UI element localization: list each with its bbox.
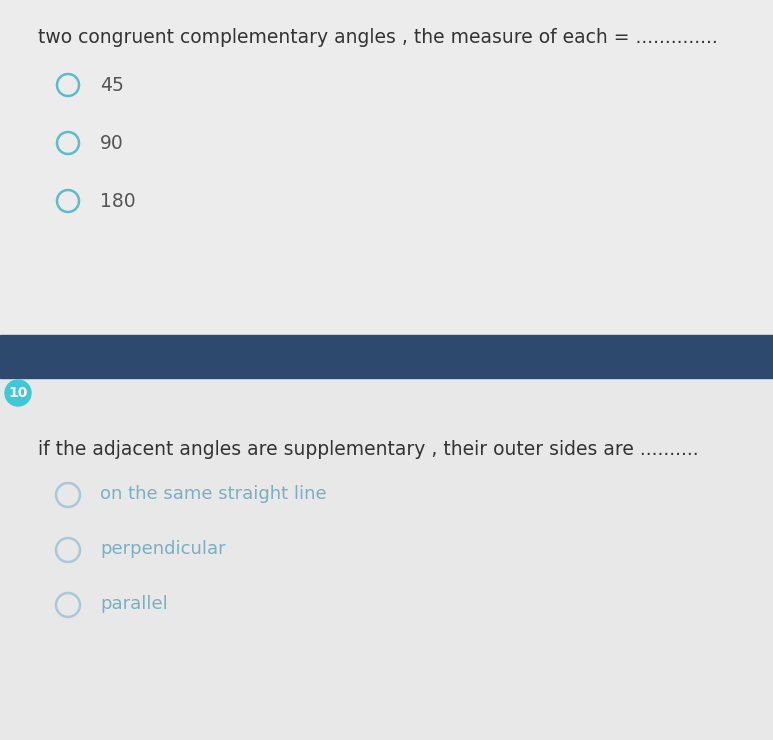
Text: two congruent complementary angles , the measure of each = ..............: two congruent complementary angles , the… — [38, 28, 718, 47]
Text: if the adjacent angles are supplementary , their outer sides are ..........: if the adjacent angles are supplementary… — [38, 440, 699, 459]
Text: on the same straight line: on the same straight line — [100, 485, 327, 503]
Text: 180: 180 — [100, 192, 135, 211]
Text: 10: 10 — [9, 386, 28, 400]
Text: 90: 90 — [100, 134, 124, 153]
Text: 45: 45 — [100, 76, 124, 95]
Circle shape — [5, 380, 31, 406]
Bar — [0, 0, 773, 335]
Bar — [0, 335, 773, 378]
Text: perpendicular: perpendicular — [100, 540, 226, 558]
Bar — [0, 378, 773, 740]
Text: parallel: parallel — [100, 595, 168, 613]
